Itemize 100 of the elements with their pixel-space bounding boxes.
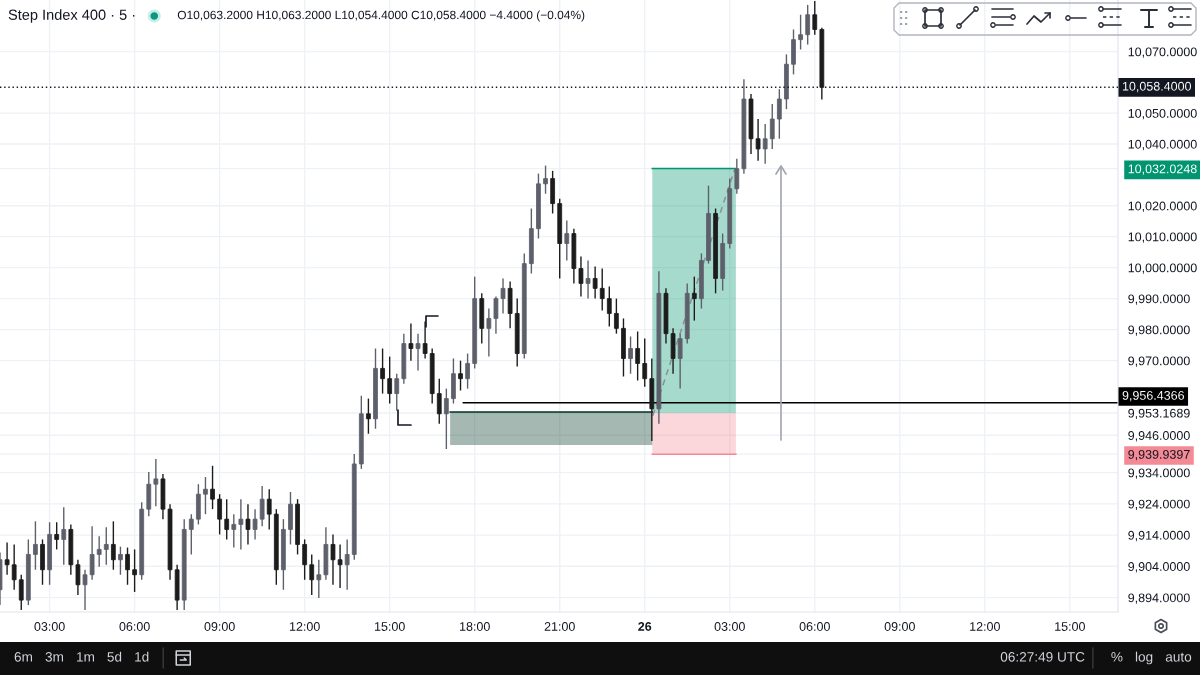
candlestick (217, 493, 222, 536)
y-tick-label: 9,970.0000 (1128, 356, 1190, 367)
text: 5d (107, 651, 122, 662)
text: % (1111, 652, 1123, 662)
y-tick-label: 10,040.0000 (1128, 139, 1197, 151)
candlestick (153, 458, 159, 508)
candlestick (103, 526, 109, 566)
text: 1m (77, 652, 95, 662)
candlestick (415, 332, 421, 372)
x-tick-label: 03:00 (34, 622, 65, 631)
x-tick-label: 18:00 (460, 622, 490, 631)
candlestick (762, 123, 768, 165)
x-tick-label: 09:00 (884, 622, 915, 631)
candlestick (252, 508, 258, 541)
x-tick-label: 09:00 (204, 622, 235, 631)
y-tick-label: 9,904.0000 (1128, 562, 1190, 573)
y-tick-label: 9,914.0000 (1128, 530, 1190, 542)
candlestick (4, 541, 10, 576)
candlestick (82, 569, 88, 611)
candlestick (798, 14, 803, 51)
candlestick (188, 513, 194, 556)
x-tick-label: 06:00 (119, 622, 150, 631)
text: log (1135, 651, 1153, 665)
candlestick (769, 103, 775, 150)
x-tick-label: 15:00 (374, 622, 405, 631)
candlestick (110, 520, 116, 571)
candlestick (642, 337, 648, 388)
candlestick (238, 498, 244, 551)
x-tick-label: 26 (638, 622, 652, 631)
y-tick-label: 9,934.0000 (1128, 468, 1190, 479)
candlestick (585, 259, 591, 300)
candlestick (635, 330, 641, 382)
y-tick-label: 10,032.0248 (1128, 164, 1197, 175)
candlestick (486, 307, 492, 358)
candlestick (259, 485, 265, 528)
y-tick-label: 9,924.0000 (1128, 499, 1190, 510)
candlestick (316, 559, 322, 599)
data-label: 9,956.4366 (1122, 390, 1185, 402)
candlestick (203, 476, 208, 515)
text: 1d (135, 651, 149, 662)
candlestick (458, 359, 463, 392)
candlestick (89, 525, 95, 581)
candlestick (380, 347, 385, 395)
candlestick (592, 265, 598, 300)
x-tick-label: 12:00 (289, 622, 320, 631)
y-tick-label: 10,020.0000 (1128, 201, 1197, 212)
candlestick (614, 297, 619, 335)
candlestick (734, 158, 740, 195)
candlestick (606, 285, 612, 328)
text: 06:27:49 UTC (1000, 652, 1085, 662)
text: 3m (45, 652, 64, 662)
text: Step Index 400 · 5 · (8, 9, 135, 23)
x-tick-label: 21:00 (544, 622, 575, 631)
text: O10,063.2000 H10,063.2000 L10,054.4000 C10,058.4000 −4.4000 (−0.04%) (177, 10, 585, 22)
candlestick (564, 219, 570, 262)
candlestick (54, 521, 60, 551)
candlestick (125, 546, 130, 586)
candlestick (805, 4, 811, 46)
x-tick-label: 06:00 (799, 622, 830, 631)
candlestick (33, 520, 38, 571)
candlestick (309, 553, 315, 596)
candlestick (677, 332, 683, 390)
candlestick (266, 488, 272, 531)
candlestick (344, 538, 350, 591)
candlestick (691, 275, 697, 322)
text: 6m (14, 652, 33, 662)
x-tick-label: 03:00 (714, 622, 745, 631)
y-tick-label: 9,946.0000 (1128, 431, 1190, 442)
ref-line-label: 10,058.4000 (1122, 81, 1192, 93)
y-tick-label: 9,953.1689 (1128, 408, 1190, 420)
candlestick (245, 503, 251, 546)
y-tick-label: 9,894.0000 (1128, 593, 1190, 604)
candlestick (96, 535, 102, 568)
candlestick (366, 397, 371, 435)
candlestick (132, 548, 137, 593)
candlestick (812, 0, 818, 36)
candlestick (465, 352, 470, 390)
candlestick (224, 498, 230, 541)
text: auto (1165, 652, 1192, 662)
y-tick-label: 10,010.0000 (1128, 232, 1197, 243)
y-tick-label: 10,000.0000 (1128, 263, 1197, 274)
candlestick (118, 545, 123, 576)
candlestick (599, 267, 605, 312)
candlestick (628, 335, 633, 375)
y-tick-label: 10,070.0000 (1128, 47, 1197, 58)
candlestick (578, 255, 584, 298)
candlestick (302, 538, 308, 581)
candlestick (11, 543, 17, 591)
y-tick-label: 9,939.9397 (1128, 449, 1190, 461)
candlestick (443, 387, 449, 450)
candlestick (231, 513, 237, 549)
candlestick (408, 322, 414, 362)
x-tick-label: 12:00 (970, 622, 1000, 631)
candlestick (436, 377, 442, 425)
candlestick (387, 355, 393, 405)
y-tick-label: 10,050.0000 (1128, 108, 1197, 120)
candlestick (776, 88, 782, 140)
candlestick (18, 574, 24, 611)
y-tick-label: 9,980.0000 (1128, 325, 1190, 336)
candlestick (210, 465, 215, 510)
